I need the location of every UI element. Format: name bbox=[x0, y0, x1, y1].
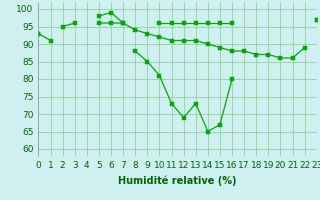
X-axis label: Humidité relative (%): Humidité relative (%) bbox=[118, 175, 237, 186]
